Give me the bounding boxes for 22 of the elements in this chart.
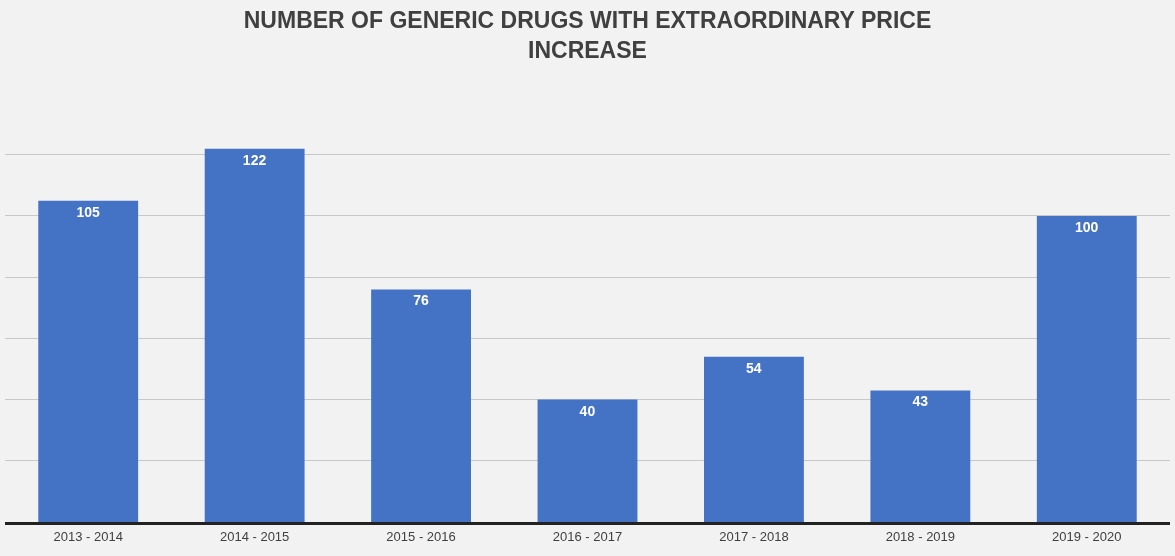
chart-title: NUMBER OF GENERIC DRUGS WITH EXTRAORDINARY PRICE INCREASE (243, 6, 932, 63)
data-label: 122 (242, 151, 267, 168)
x-tick-label: 2018 - 2019 (885, 528, 956, 544)
x-tick-label: 2015 - 2016 (386, 528, 456, 544)
x-tick-label: 2019 - 2020 (1052, 528, 1122, 544)
bar (704, 356, 804, 522)
data-label: 100 (1075, 218, 1099, 235)
bar (537, 399, 638, 522)
x-tick-label: 2014 - 2015 (219, 528, 290, 544)
data-label: 54 (746, 359, 762, 376)
data-label: 105 (76, 203, 100, 220)
bar (1036, 215, 1137, 522)
x-tick-label: 2016 - 2017 (552, 528, 623, 544)
bar (870, 390, 971, 522)
data-label: 40 (579, 402, 596, 419)
bar (371, 289, 471, 522)
x-tick-label: 2017 - 2018 (719, 528, 789, 544)
data-label: 76 (413, 292, 429, 309)
bar (38, 200, 139, 522)
x-tick-label: 2013 - 2014 (53, 528, 123, 544)
bar (204, 148, 305, 522)
data-label: 43 (912, 393, 929, 410)
